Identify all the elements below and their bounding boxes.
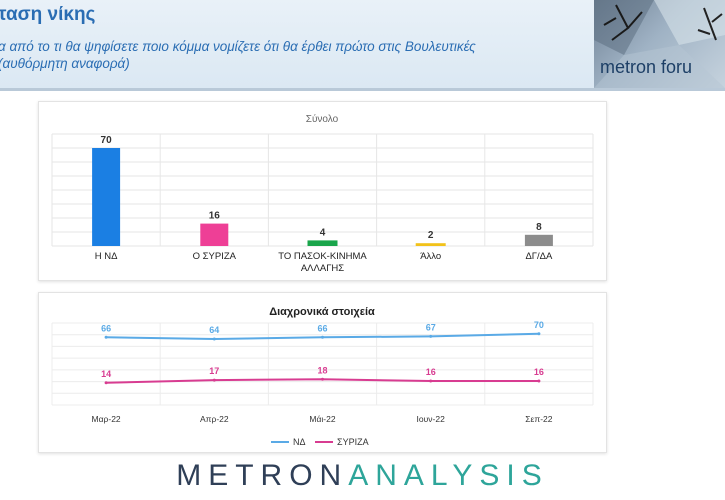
series-value-label: 16 [534, 367, 544, 377]
bar-0 [92, 148, 121, 246]
series-point [537, 332, 541, 336]
bar-category-label: Η ΝΔ [95, 251, 118, 262]
header-title: ταση νίκης [0, 4, 96, 25]
bar-chart-panel: Σύνολο 70 16 4 2 8 Η ΝΔ Ο ΣΥΡΙΖΑ ΤΟ ΠΑΣΟΚ-ΚΙΝΗΜΑ… [38, 101, 607, 281]
bar-category-label: ΑΛΛΑΓΗΣ [301, 263, 344, 274]
series-value-label: 66 [101, 323, 111, 333]
series-point [321, 377, 324, 381]
metron-analysis-logo: METRONANALYSIS [0, 459, 725, 493]
bar-value-label: 8 [536, 222, 542, 233]
series-point [429, 334, 433, 338]
line-category-label: Σεπ-22 [525, 414, 552, 424]
line-category-label: Ιουν-22 [417, 414, 446, 424]
line-category-label: Μαρ-22 [92, 414, 121, 424]
line-category-label: Απρ-22 [200, 414, 229, 424]
bar-chart: Σύνολο 70 16 4 2 8 Η ΝΔ Ο ΣΥΡΙΖΑ ΤΟ ΠΑΣΟΚ-ΚΙΝΗΜΑ… [51, 113, 594, 274]
series-value-label: 17 [209, 366, 219, 376]
series-point [104, 335, 108, 339]
series-point [212, 337, 216, 341]
legend-label: ΝΔ [293, 437, 306, 447]
bar-value-label: 2 [428, 230, 434, 241]
header-subtitle-line2: (αυθόρμητη αναφορά) [0, 56, 130, 71]
bar-category-label: Άλλο [420, 251, 441, 262]
series-value-label: 67 [426, 322, 436, 332]
bar-category-label: ΤΟ ΠΑΣΟΚ-ΚΙΝΗΜΑ [278, 251, 367, 262]
bar-value-label: 4 [320, 227, 326, 238]
bar-category-label: Ο ΣΥΡΙΖΑ [193, 251, 237, 262]
header-subtitle: α από το τι θα ψηφίσετε ποιο κόμμα νομίζ… [0, 38, 476, 72]
series-value-label: 66 [317, 323, 327, 333]
line-chart: Διαχρονικά στοιχεία 66 64 66 67 70 14 17 18 16 16 Μ… [51, 306, 594, 447]
bar-4 [524, 234, 553, 246]
series-value-label: 18 [317, 365, 327, 375]
series-point [537, 379, 541, 383]
line-chart-title: Διαχρονικά στοιχεία [269, 306, 375, 318]
series-value-label: 64 [209, 325, 219, 335]
bar-3 [415, 243, 446, 246]
header-banner: ταση νίκης α από το τι θα ψηφίσετε ποιο … [0, 0, 725, 91]
series-value-label: 70 [534, 320, 544, 330]
forum-label: metron foru [600, 57, 693, 77]
metron-forum-badge: metron foru [594, 0, 725, 88]
bar-2 [307, 240, 338, 246]
series-value-label: 14 [101, 369, 111, 379]
series-point [321, 335, 324, 339]
forum-decoration-graphic [594, 0, 725, 88]
legend-label: ΣΥΡΙΖΑ [337, 437, 369, 447]
bar-chart-title: Σύνολο [306, 113, 339, 125]
header-subtitle-line1: α από το τι θα ψηφίσετε ποιο κόμμα νομίζ… [0, 39, 476, 54]
logo-metron: METRON [176, 459, 349, 492]
line-category-label: Μάι-22 [309, 414, 335, 424]
series-point [104, 381, 108, 385]
series-value-label: 16 [426, 367, 436, 377]
series-point [429, 379, 433, 383]
logo-analysis: ANALYSIS [348, 459, 549, 492]
line-chart-panel: Διαχρονικά στοιχεία 66 64 66 67 70 14 17 18 16 16 Μ… [38, 292, 607, 453]
series-point [212, 378, 216, 382]
bar-value-label: 16 [209, 211, 221, 222]
bar-category-label: ΔΓ/ΔΑ [525, 251, 553, 262]
bar-1 [200, 223, 229, 246]
bar-value-label: 70 [101, 135, 113, 146]
